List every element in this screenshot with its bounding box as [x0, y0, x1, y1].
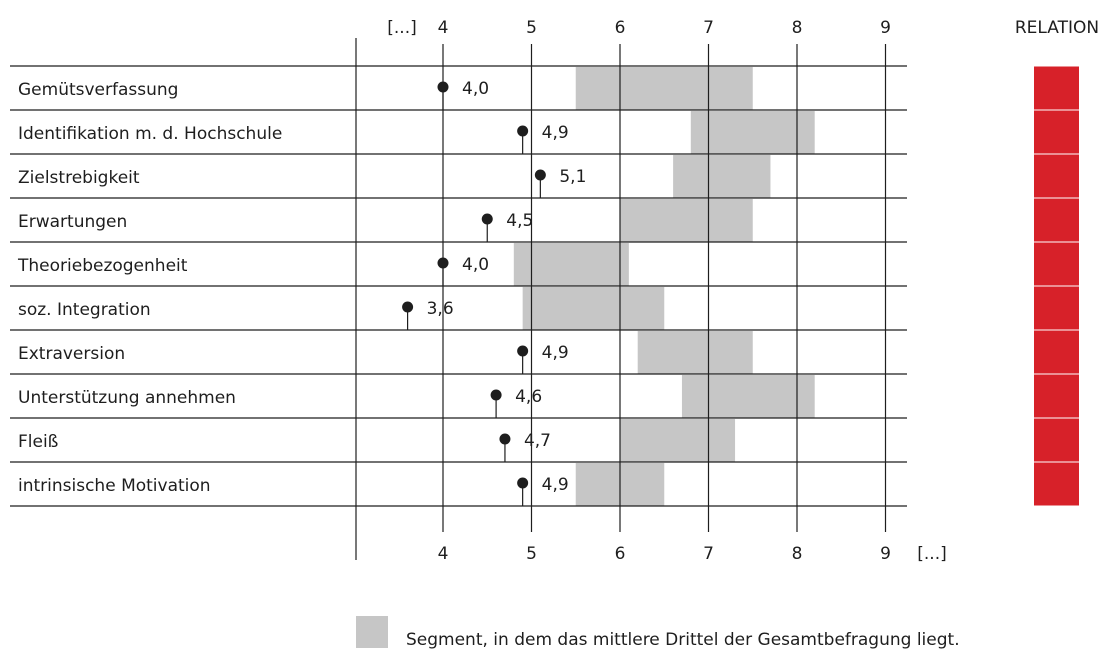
category-labels-layer: Gemütsverfassung Identifikation m. d. Hoc… [17, 80, 282, 496]
bottom-tick-label: 4 [438, 544, 449, 564]
bottom-unit-label: [...] [917, 544, 946, 564]
relation-block [1034, 286, 1079, 330]
top-unit-label: [...] [387, 18, 416, 38]
relation-block [1034, 198, 1079, 242]
data-point [517, 477, 529, 489]
top-tick-label: 9 [880, 18, 891, 38]
bottom-tick-label: 7 [703, 544, 714, 564]
value-label: 4,9 [542, 343, 569, 363]
segment-bar [690, 111, 815, 154]
relation-label: RELATION [1015, 18, 1099, 38]
segment-bar [522, 287, 665, 330]
segment-bar [637, 331, 753, 374]
value-label: 4,5 [506, 211, 533, 231]
category-label: intrinsische Motivation [18, 476, 211, 496]
gridlines-layer [442, 44, 887, 532]
bottom-tick-label: 5 [526, 544, 537, 564]
segments-layer [513, 67, 815, 506]
relation-block [1034, 374, 1079, 418]
relation-block [1034, 462, 1079, 506]
relation-block [1034, 242, 1079, 286]
relation-column [1034, 66, 1079, 506]
category-label: Unterstützung annehmen [18, 388, 236, 408]
bottom-tick-label: 8 [792, 544, 803, 564]
bottom-tick-label: 9 [880, 544, 891, 564]
top-tick-label: 6 [615, 18, 626, 38]
relation-block [1034, 110, 1079, 154]
category-label: Erwartungen [18, 212, 127, 232]
segment-bar [575, 67, 753, 110]
top-tick-label: 4 [438, 18, 449, 38]
data-point [437, 257, 449, 269]
segment-bar [673, 155, 771, 198]
top-tick-label: 8 [792, 18, 803, 38]
segment-bar [620, 419, 736, 462]
value-label: 4,9 [542, 475, 569, 495]
top-tick-label: 5 [526, 18, 537, 38]
category-label: Identifikation m. d. Hochschule [18, 124, 282, 144]
value-label: 4,9 [542, 123, 569, 143]
data-point [517, 345, 529, 357]
legend-swatch [356, 616, 388, 648]
category-label: Gemütsverfassung [18, 80, 178, 100]
segment-bar [681, 375, 815, 418]
data-point [437, 81, 449, 93]
value-labels-layer: 4,0 4,9 5,1 4,5 4,0 3,6 4,9 4,6 4,7 4,9 [427, 79, 587, 495]
data-point [534, 169, 546, 181]
relation-block [1034, 154, 1079, 198]
segment-bar [513, 243, 629, 286]
category-label: Theoriebezogenheit [17, 256, 188, 276]
data-point [481, 213, 493, 225]
segment-bar [620, 199, 753, 242]
relation-block [1034, 330, 1079, 374]
value-label: 3,6 [427, 299, 454, 319]
relation-block [1034, 418, 1079, 462]
bottom-tick-label: 6 [615, 544, 626, 564]
category-label: Fleiß [18, 432, 58, 452]
value-label: 4,0 [462, 79, 489, 99]
legend-text: Segment, in dem das mittlere Drittel der… [406, 630, 960, 649]
points-layer [402, 81, 546, 506]
category-label: soz. Integration [18, 300, 151, 320]
data-point [490, 389, 502, 401]
legend: Segment, in dem das mittlere Drittel der… [356, 616, 960, 649]
value-label: 4,0 [462, 255, 489, 275]
data-point [517, 125, 529, 137]
data-point [499, 433, 511, 445]
value-label: 5,1 [559, 167, 586, 187]
category-label: Zielstrebigkeit [18, 168, 140, 188]
axes-layer: [...] 4 5 6 7 8 9 4 5 6 7 8 9 [...] [355, 18, 947, 564]
value-label: 4,6 [515, 387, 542, 407]
row-lines-layer [10, 65, 907, 507]
top-tick-label: 7 [703, 18, 714, 38]
category-label: Extraversion [18, 344, 125, 364]
relation-block [1034, 66, 1079, 110]
value-label: 4,7 [524, 431, 551, 451]
data-point [402, 301, 414, 313]
